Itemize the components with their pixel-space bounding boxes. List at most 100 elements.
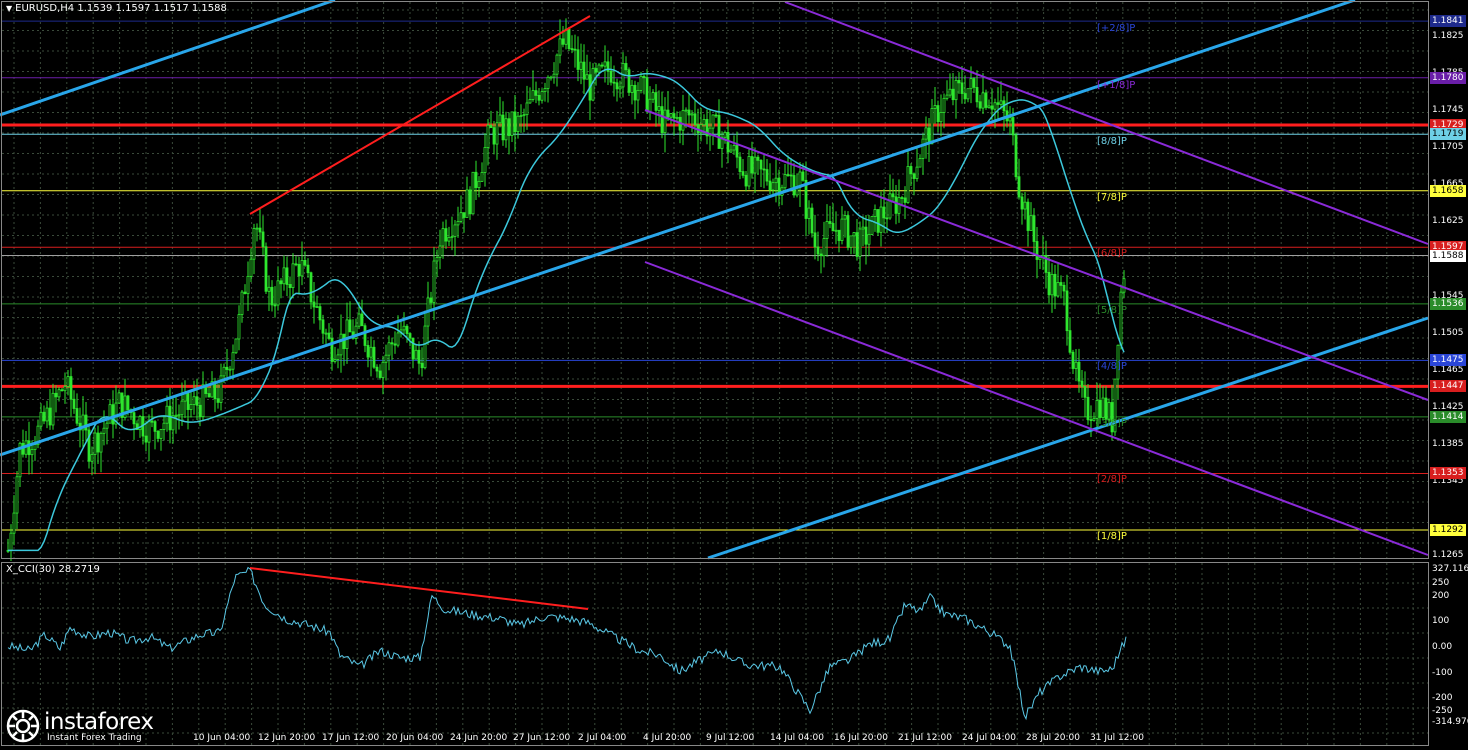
time-axis-label: 27 Jun 12:00	[513, 733, 571, 743]
candle-body	[282, 267, 286, 285]
candle-body	[147, 420, 151, 443]
candle-body	[462, 212, 466, 218]
candle-body	[1053, 273, 1057, 297]
candle-body	[354, 325, 358, 339]
cci-axis-label: -200	[1432, 693, 1453, 703]
time-axis-label: 12 Jun 20:00	[258, 733, 316, 743]
candle-body	[702, 119, 706, 126]
candle-body	[1113, 378, 1117, 433]
candle-body	[918, 158, 922, 168]
candle-body	[885, 217, 889, 220]
time-axis-label: 28 Jul 20:00	[1026, 733, 1080, 743]
candle-body	[315, 306, 319, 309]
candle-body	[819, 253, 823, 257]
candle-body	[423, 325, 427, 369]
candle-body	[1071, 351, 1075, 369]
channel-line-upper	[784, 1, 1429, 245]
candle-body	[99, 432, 103, 453]
candle-body	[1044, 254, 1048, 273]
dropdown-arrow-icon[interactable]: ▼	[6, 4, 13, 13]
time-axis-label: 4 Jul 20:00	[643, 733, 692, 743]
candle-body	[813, 232, 817, 248]
candle-body	[300, 259, 304, 277]
candle-body	[840, 218, 844, 241]
candle-body	[165, 405, 169, 424]
candle-body	[195, 396, 199, 406]
price-tag: 1.1780	[1430, 71, 1466, 84]
candle-body	[561, 38, 565, 45]
candle-body	[1107, 402, 1111, 420]
candle-body	[510, 111, 514, 136]
candle-body	[759, 159, 763, 170]
time-axis-label: 9 Jul 12:00	[706, 733, 755, 743]
cci-axis-label: -250	[1432, 706, 1453, 716]
price-axis-label: 1.1625	[1432, 216, 1464, 227]
candle-body	[444, 228, 448, 242]
candle-body	[417, 349, 421, 364]
time-axis-label: 17 Jun 12:00	[322, 733, 380, 743]
candle-body	[963, 93, 967, 100]
candle-body	[342, 333, 346, 350]
candle-body	[699, 124, 703, 134]
candle-body	[549, 76, 553, 79]
candle-body	[660, 106, 664, 134]
candle-body	[558, 38, 562, 56]
candle-body	[585, 74, 589, 80]
cci-axis-label: 200	[1432, 591, 1450, 601]
candle-body	[579, 61, 583, 70]
candle-body	[804, 179, 808, 219]
price-tag: 1.1729	[1430, 118, 1466, 131]
indicator-pane-border	[1, 562, 1429, 746]
candle-body	[867, 233, 871, 245]
candle-body	[738, 156, 742, 172]
murrey-label: [5/8]P	[1097, 305, 1127, 316]
candle-body	[477, 180, 481, 188]
candle-body	[945, 94, 949, 99]
cci-line	[7, 566, 1127, 721]
candle-body	[576, 49, 580, 70]
candle-body	[414, 349, 418, 360]
candle-body	[801, 171, 805, 181]
candle-body	[303, 259, 307, 266]
moving-average-line	[8, 68, 1125, 552]
candle-body	[834, 229, 838, 232]
candle-body	[36, 425, 40, 446]
trend-line-red	[249, 15, 591, 215]
candle-body	[264, 246, 268, 292]
candle-body	[180, 400, 184, 416]
candle-body	[108, 404, 112, 424]
candle-body	[771, 182, 775, 191]
candle-body	[501, 114, 505, 141]
candle-body	[207, 393, 211, 398]
candle-body	[990, 105, 994, 110]
candle-body	[150, 420, 154, 423]
price-axis-label: 1.1265	[1432, 550, 1464, 560]
candle-body	[939, 112, 943, 123]
candle-body	[978, 101, 982, 109]
candle-body	[210, 381, 214, 398]
candle-body	[1098, 399, 1102, 418]
candle-body	[483, 147, 487, 173]
candle-body	[1050, 273, 1054, 296]
candle-body	[156, 430, 160, 439]
candle-body	[861, 226, 865, 230]
murrey-label: [3/8]P	[1097, 418, 1127, 429]
price-axis-label: 1.1465	[1432, 364, 1464, 375]
candle-body	[60, 389, 64, 392]
candle-body	[1101, 397, 1105, 418]
time-axis-label: 31 Jul 12:00	[1090, 733, 1144, 743]
candle-body	[72, 398, 76, 409]
candle-body	[222, 366, 226, 377]
candle-body	[237, 314, 241, 340]
candle-body	[168, 405, 172, 431]
candle-body	[972, 78, 976, 88]
price-axis-label: 1.1385	[1432, 438, 1464, 449]
candle-body	[756, 156, 760, 161]
candle-body	[279, 280, 283, 285]
price-axis-label: 1.1745	[1432, 105, 1464, 116]
candle-body	[822, 238, 826, 257]
candle-body	[1104, 397, 1108, 420]
candle-body	[309, 272, 313, 303]
candle-body	[198, 404, 202, 418]
